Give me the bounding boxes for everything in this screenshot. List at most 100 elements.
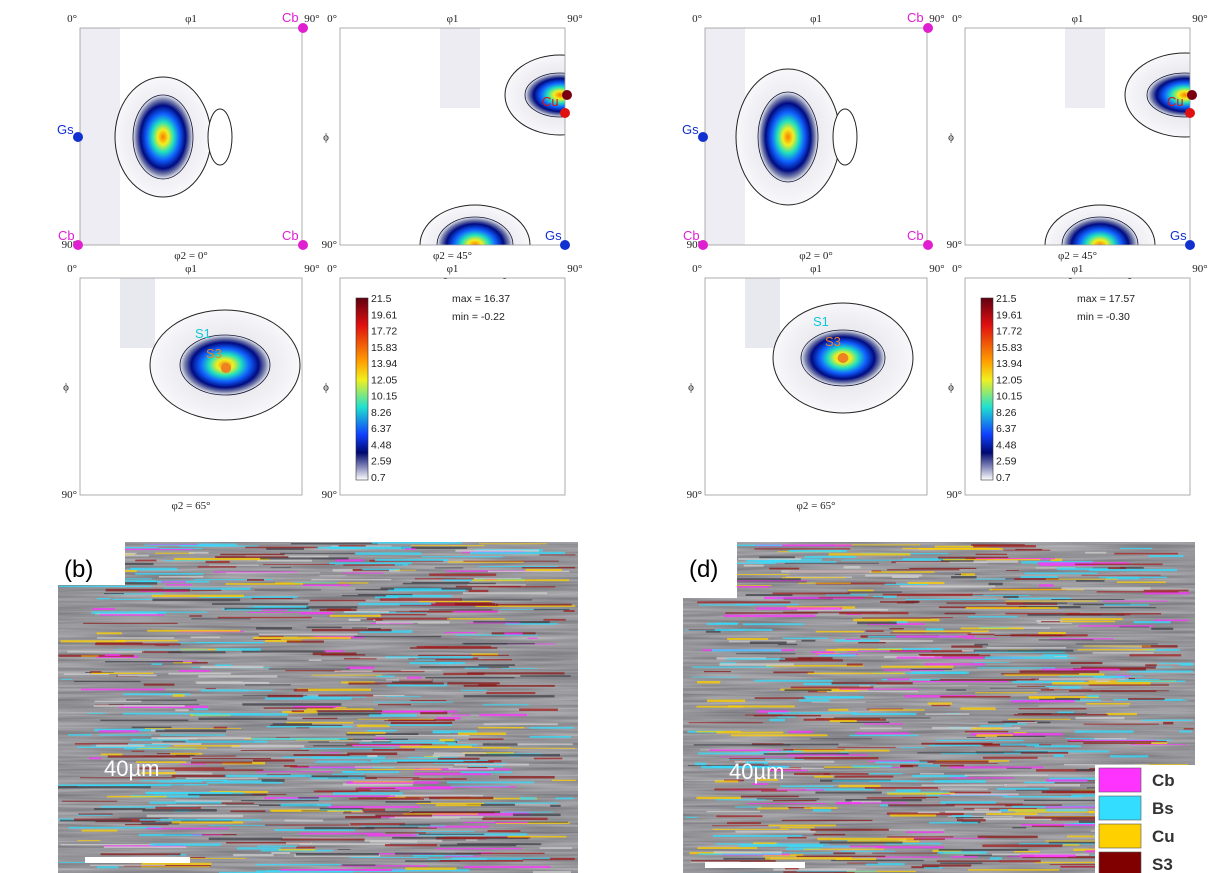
texture-streak [386, 679, 432, 681]
section-frame [964, 27, 1191, 246]
texture-streak [81, 829, 118, 832]
axis-label: 0° [952, 263, 962, 275]
texture-streak [264, 697, 352, 700]
texture-streak [781, 819, 873, 822]
texture-streak [74, 743, 128, 745]
texture-streak [1045, 578, 1119, 580]
texture-streak [1179, 730, 1192, 733]
texture-streak [973, 649, 1074, 652]
texture-streak [1039, 584, 1054, 587]
texture-streak [1036, 769, 1107, 772]
intensity-band [80, 28, 120, 245]
texture-streak [276, 798, 332, 800]
texture-streak [963, 817, 1058, 821]
texture-streak [1015, 811, 1099, 813]
texture-streak [355, 789, 371, 791]
texture-streak [1063, 763, 1150, 766]
texture-streak [148, 544, 220, 545]
texture-streak [302, 695, 366, 698]
intensity-band [745, 278, 780, 348]
texture-streak [943, 558, 1041, 561]
texture-streak [123, 865, 211, 867]
texture-streak [891, 561, 950, 563]
texture-streak [231, 745, 305, 748]
texture-streak [103, 845, 186, 848]
texture-streak [392, 836, 459, 839]
texture-streak [103, 846, 187, 848]
texture-streak [428, 825, 490, 828]
texture-streak [521, 566, 576, 569]
texture-streak [889, 628, 904, 630]
texture-streak [834, 775, 894, 778]
texture-streak [733, 581, 807, 583]
texture-streak [963, 808, 1037, 810]
component-marker [923, 23, 933, 33]
texture-streak [950, 766, 1044, 769]
texture-streak [361, 740, 390, 742]
texture-streak [461, 689, 488, 691]
texture-streak [279, 869, 380, 871]
texture-streak [212, 603, 309, 605]
texture-streak [304, 775, 367, 777]
texture-streak [143, 544, 220, 546]
texture-streak [478, 683, 497, 687]
texture-streak [1003, 595, 1019, 598]
texture-streak [94, 728, 164, 732]
texture-streak [968, 869, 1060, 871]
axis-label: 90° [947, 489, 962, 501]
component-label: Gs [57, 122, 74, 137]
component-marker [698, 240, 708, 250]
texture-streak [783, 611, 880, 613]
texture-streak [143, 683, 175, 686]
texture-streak [467, 584, 526, 586]
texture-streak [219, 871, 265, 873]
texture-streak [533, 608, 570, 611]
colorbar-label: 19.61 [996, 309, 1022, 321]
texture-streak [1076, 580, 1105, 582]
texture-streak [912, 774, 968, 778]
texture-streak [385, 844, 438, 847]
texture-streak [425, 677, 515, 679]
texture-streak [735, 830, 816, 833]
texture-streak [343, 811, 410, 813]
texture-streak [352, 781, 414, 783]
texture-streak [130, 567, 178, 571]
colorbar-label: 0.7 [371, 472, 386, 484]
texture-streak [357, 724, 390, 728]
texture-streak [355, 768, 442, 770]
texture-streak [155, 552, 195, 554]
texture-streak [466, 839, 478, 841]
texture-streak [188, 551, 209, 554]
texture-streak [773, 671, 814, 674]
texture-streak [755, 544, 852, 547]
texture-streak [1019, 854, 1076, 857]
texture-streak [249, 689, 273, 692]
texture-streak [988, 582, 1003, 586]
texture-streak [729, 789, 825, 791]
texture-streak [399, 824, 431, 826]
texture-streak [375, 814, 433, 817]
texture-streak [1096, 591, 1179, 593]
texture-streak [520, 675, 571, 677]
texture-streak [1120, 547, 1153, 549]
texture-streak [447, 781, 535, 784]
texture-streak [126, 699, 197, 701]
texture-streak [975, 751, 1048, 754]
texture-streak [255, 863, 341, 866]
texture-streak [125, 824, 169, 826]
intensity-band [120, 278, 155, 348]
axis-label: φ1 [810, 263, 822, 275]
texture-streak [756, 778, 778, 781]
texture-streak [317, 795, 396, 797]
texture-streak [375, 735, 470, 737]
texture-streak [329, 614, 382, 617]
texture-streak [270, 567, 292, 569]
texture-streak [161, 581, 186, 583]
texture-streak [902, 547, 1000, 550]
intensity-band [440, 28, 480, 108]
axis-label: φ1 [810, 13, 822, 25]
texture-streak [313, 745, 354, 747]
texture-streak [254, 589, 322, 591]
texture-streak [943, 791, 991, 794]
